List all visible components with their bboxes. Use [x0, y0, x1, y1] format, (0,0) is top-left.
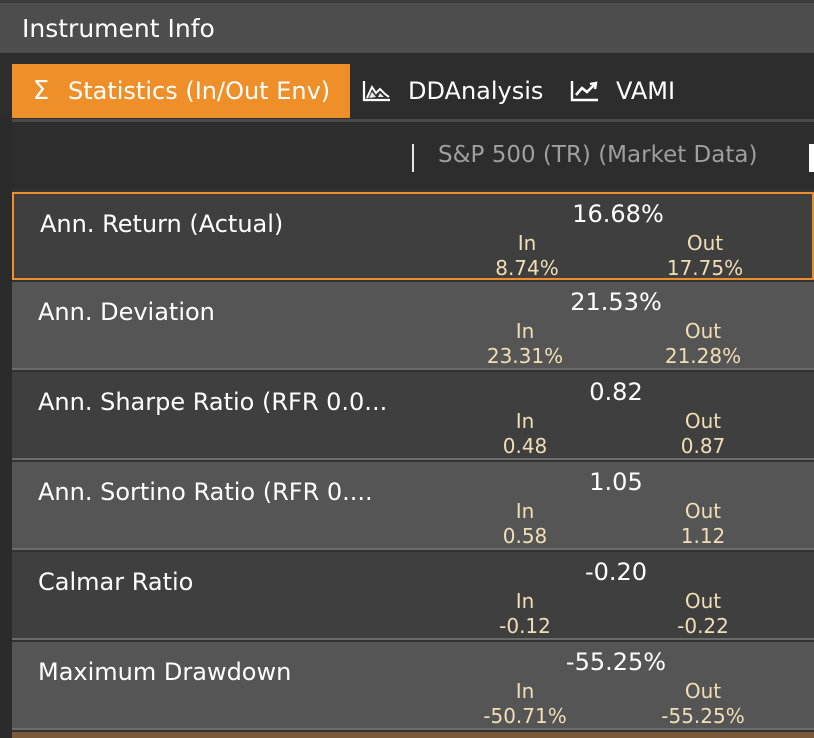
out-env-cell: Out -55.25%	[648, 679, 758, 729]
tab-bar: Σ Statistics (In/Out Env) DDAnalysis VAM…	[0, 63, 814, 119]
out-env-cell: Out 17.75%	[650, 231, 760, 281]
out-value: 17.75%	[666, 256, 744, 280]
window-top-border	[0, 0, 814, 3]
table-row-calmar-ratio[interactable]: Calmar Ratio -0.20 In -0.12 Out -0.22	[12, 552, 814, 640]
out-label: Out	[684, 409, 722, 433]
out-label: Out	[684, 319, 722, 343]
in-env-cell: In 23.31%	[470, 319, 580, 369]
in-env-cell: In 0.48	[470, 409, 580, 459]
row-label: Ann. Deviation	[38, 298, 215, 326]
out-env-cell: Out -0.22	[648, 589, 758, 639]
out-label: Out	[684, 499, 722, 523]
column-separator[interactable]	[412, 144, 414, 172]
window-title: Instrument Info	[22, 14, 215, 43]
out-value: -55.25%	[661, 704, 745, 728]
tab-ddanalysis[interactable]: DDAnalysis	[360, 64, 560, 118]
in-env-cell: In -0.12	[470, 589, 580, 639]
out-label: Out	[684, 679, 722, 703]
row-value: -55.25%	[565, 648, 667, 676]
table-row-ann-return[interactable]: Ann. Return (Actual) 16.68% In 8.74% Out…	[12, 192, 814, 280]
tab-vami-label: VAMI	[616, 77, 676, 105]
row-value: 16.68%	[572, 200, 664, 228]
row-value: 21.53%	[570, 288, 662, 316]
table-row-max-drawdown[interactable]: Maximum Drawdown -55.25% In -50.71% Out …	[12, 642, 814, 730]
in-value: 0.58	[502, 524, 548, 548]
table-header: S&P 500 (TR) (Market Data)	[12, 119, 814, 189]
row-label: Maximum Drawdown	[38, 658, 292, 686]
next-row-edge	[12, 732, 814, 738]
out-env-cell: Out 0.87	[648, 409, 758, 459]
title-gap	[0, 53, 814, 63]
in-label: In	[515, 409, 535, 433]
in-env-cell: In 8.74%	[472, 231, 582, 281]
panel-edge	[0, 119, 12, 738]
in-label: In	[515, 679, 535, 703]
row-label: Ann. Return (Actual)	[40, 210, 284, 238]
title-bar: Instrument Info	[0, 3, 814, 53]
in-value: 0.48	[502, 434, 548, 458]
tab-statistics-label: Statistics (In/Out Env)	[68, 77, 331, 105]
out-label: Out	[684, 589, 722, 613]
table-row-ann-deviation[interactable]: Ann. Deviation 21.53% In 23.31% Out 21.2…	[12, 282, 814, 370]
area-chart-icon	[360, 78, 394, 104]
row-label: Calmar Ratio	[38, 568, 194, 596]
row-value: 0.82	[589, 378, 643, 406]
in-env-cell: In 0.58	[470, 499, 580, 549]
row-value: -0.20	[584, 558, 648, 586]
in-value: 8.74%	[495, 256, 559, 280]
out-env-cell: Out 1.12	[648, 499, 758, 549]
in-value: 23.31%	[486, 344, 564, 368]
out-value: 0.87	[680, 434, 726, 458]
in-value: -0.12	[499, 614, 551, 638]
row-label: Ann. Sharpe Ratio (RFR 0.0...	[38, 388, 388, 416]
row-value: 1.05	[589, 468, 643, 496]
column-end-separator[interactable]	[809, 144, 814, 172]
in-label: In	[515, 589, 535, 613]
in-label: In	[517, 231, 537, 255]
out-env-cell: Out 21.28%	[648, 319, 758, 369]
row-label: Ann. Sortino Ratio (RFR 0....	[38, 478, 373, 506]
out-value: 1.12	[680, 524, 726, 548]
in-label: In	[515, 319, 535, 343]
in-value: -50.71%	[483, 704, 567, 728]
out-value: 21.28%	[664, 344, 742, 368]
table-row-sortino-ratio[interactable]: Ann. Sortino Ratio (RFR 0.... 1.05 In 0.…	[12, 462, 814, 550]
table-row-sharpe-ratio[interactable]: Ann. Sharpe Ratio (RFR 0.0... 0.82 In 0.…	[12, 372, 814, 460]
column-header-sp500[interactable]: S&P 500 (TR) (Market Data)	[438, 142, 758, 168]
tab-statistics[interactable]: Σ Statistics (In/Out Env)	[12, 64, 350, 118]
out-value: -0.22	[677, 614, 729, 638]
line-chart-icon	[568, 78, 602, 104]
sigma-icon: Σ	[32, 76, 50, 106]
in-env-cell: In -50.71%	[470, 679, 580, 729]
tab-vami[interactable]: VAMI	[568, 64, 708, 118]
tab-ddanalysis-label: DDAnalysis	[408, 77, 544, 105]
out-label: Out	[686, 231, 724, 255]
in-label: In	[515, 499, 535, 523]
